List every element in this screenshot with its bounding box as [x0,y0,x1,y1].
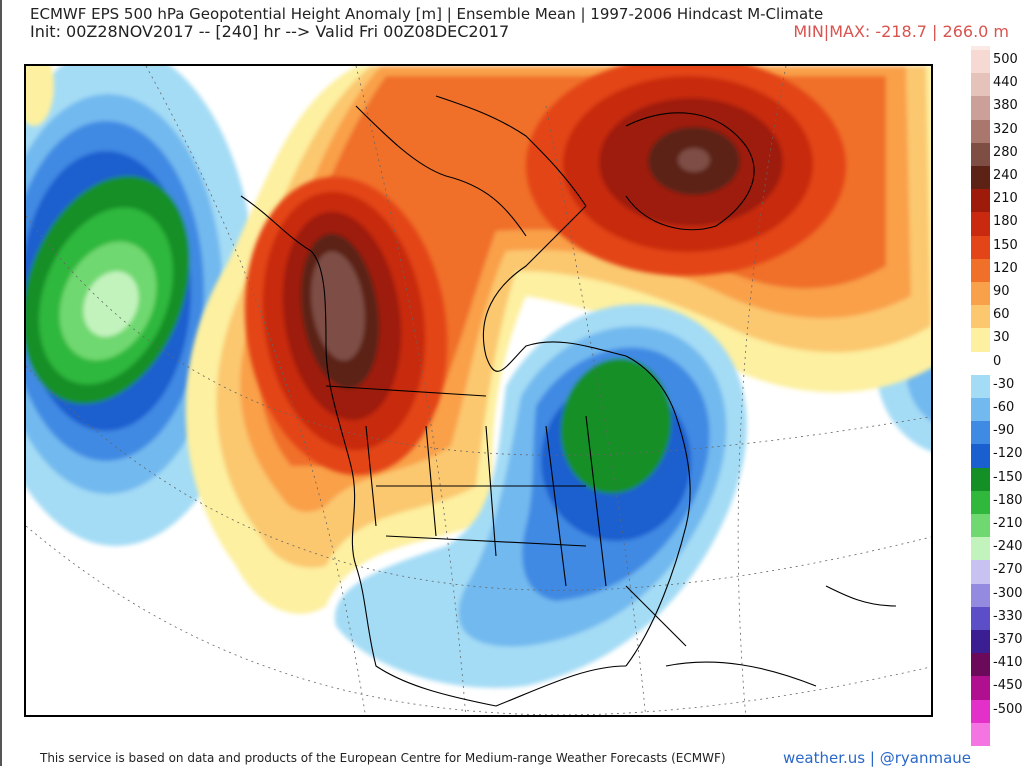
legend-label: 0 [993,353,1002,369]
legend-swatch [971,699,990,724]
legend-label: 60 [993,307,1010,323]
legend-swatch [971,258,990,283]
legend-swatch [971,328,990,353]
legend-label: 320 [993,121,1018,137]
left-edge-bar [0,0,2,766]
legend-swatch [971,50,990,74]
western-ridge-core [244,176,448,476]
legend-label: -500 [993,701,1023,717]
legend-swatch-top [971,46,990,50]
legend-label: -60 [993,400,1015,415]
map-title: ECMWF EPS 500 hPa Geopotential Height An… [30,5,824,23]
legend-label: 500 [993,52,1018,67]
graticule [26,66,931,715]
legend-swatch [971,560,990,585]
legend-swatch [971,96,990,121]
legend-swatch [971,351,990,376]
legend-label: 280 [993,144,1018,160]
legend-label: -370 [993,632,1023,647]
legend-label: -450 [993,678,1023,694]
ecmwf-disclaimer: This service is based on data and produc… [40,751,726,765]
legend-swatch [971,722,990,747]
legend-swatch [971,583,990,608]
eastern-trough-anomaly [334,304,747,688]
legend-label: 180 [993,214,1018,230]
legend-swatch [971,212,990,237]
legend-swatch [971,444,990,469]
legend-label: -150 [993,469,1023,485]
legend-swatch [971,142,990,167]
legend-label: -300 [993,585,1023,601]
anomaly-map-graphic [26,66,931,715]
legend-swatch [971,606,990,631]
coastlines [240,95,897,707]
legend-label: -270 [993,562,1023,578]
legend-swatch [971,282,990,306]
legend-label: -30 [993,376,1015,392]
legend-swatch [971,421,990,445]
min-max-readout: MIN|MAX: -218.7 | 266.0 m [793,22,1009,41]
legend-swatch [971,374,990,399]
legend-swatch [971,537,990,561]
legend-label: 150 [993,237,1018,253]
legend-swatch [971,630,990,654]
legend-swatch [971,490,990,515]
legend-swatch [971,653,990,677]
legend-label: -410 [993,655,1023,671]
credit-link[interactable]: weather.us | @ryanmaue [782,749,971,767]
legend-swatch [971,235,990,260]
legend-swatch [971,73,990,97]
legend-label: -210 [993,516,1023,531]
legend-swatch [971,119,990,144]
legend-swatch [971,189,990,213]
legend-label: 120 [993,260,1018,276]
legend-swatch [971,467,990,492]
legend-swatch [971,676,990,701]
legend-label: 380 [993,98,1018,114]
legend-swatch [971,166,990,190]
anomaly-map[interactable] [24,64,933,717]
legend-label: 30 [993,330,1010,346]
greenland-ridge-core [526,66,846,276]
legend-label: -180 [993,492,1023,508]
legend-swatch [971,305,990,329]
legend-label: 210 [993,191,1018,207]
legend-label: 90 [993,284,1010,299]
legend-label: -330 [993,608,1023,624]
init-valid-line: Init: 00Z28NOV2017 -- [240] hr --> Valid… [30,22,510,41]
legend-label: -120 [993,446,1023,462]
color-scale-legend: 500 440 380 320 280 240 210 180 150 120 90 60 30 0 -30… [971,46,1027,747]
legend-label: 440 [993,75,1018,91]
legend-label: 240 [993,168,1018,183]
legend-label: -240 [993,539,1023,555]
legend-swatch [971,514,990,538]
legend-swatch [971,398,990,422]
legend-label: -90 [993,423,1015,439]
